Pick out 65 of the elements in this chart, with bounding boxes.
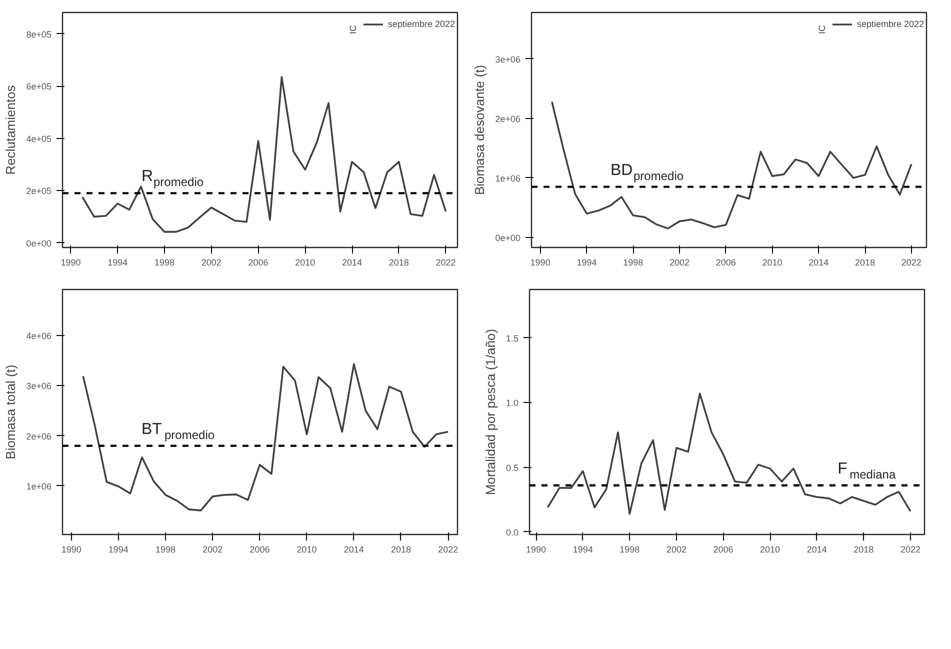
- legend-label: septiembre 2022: [388, 19, 455, 29]
- x-tick-label: 1994: [108, 544, 128, 554]
- x-tick-label: 2022: [438, 544, 458, 554]
- x-tick-label: 2014: [808, 258, 829, 268]
- x-tick-label: 2006: [716, 258, 736, 268]
- y-tick-label: 1.5: [506, 333, 519, 344]
- x-tick-label: 2002: [202, 544, 223, 554]
- line-series: [82, 363, 449, 512]
- y-tick-label: 1e+06: [495, 173, 521, 184]
- y-tick-label: 3e+06: [495, 54, 521, 64]
- y-tick-label: 8e+05: [26, 29, 52, 40]
- y-axis-title: Biomasa desovante (t): [472, 64, 488, 196]
- y-tick-label: 4e+05: [26, 134, 52, 144]
- y-tick-label: 4e+06: [26, 331, 52, 342]
- x-tick-label: 1998: [154, 258, 174, 268]
- y-axis-title: Mortalidad por pesca (1/año): [482, 328, 498, 496]
- legend-title: IC: [348, 24, 358, 34]
- x-tick-label: 2018: [390, 544, 412, 554]
- y-tick-label: 2e+06: [495, 114, 521, 124]
- x-tick-label: 2014: [344, 544, 364, 554]
- line-series: [82, 76, 447, 233]
- x-tick-label: 1994: [108, 258, 128, 268]
- x-tick-label: 2022: [436, 258, 456, 268]
- y-tick-label: 0.5: [506, 462, 519, 473]
- x-tick-label: 1998: [156, 544, 176, 554]
- x-tick-label: 2002: [201, 258, 222, 268]
- x-tick-label: 1990: [60, 258, 81, 268]
- y-tick-label: 0e+00: [495, 232, 521, 243]
- line-series: [551, 100, 912, 230]
- x-tick-label: 2006: [248, 258, 268, 268]
- x-tick-label: 1994: [576, 258, 597, 268]
- y-axis-title: Reclutamientos: [3, 84, 18, 175]
- y-tick-label: 6e+05: [26, 82, 52, 92]
- legend-label: septiembre 2022: [856, 19, 924, 29]
- x-tick-label: 1990: [530, 258, 550, 268]
- y-tick-label: 0.0: [506, 527, 519, 538]
- legend-title: IC: [816, 24, 827, 34]
- x-tick-label: 2010: [760, 544, 780, 554]
- x-tick-label: 2014: [342, 258, 362, 268]
- y-tick-label: 2e+05: [26, 186, 52, 196]
- y-axis-title: Biomasa total (t): [3, 364, 18, 460]
- y-tick-label: 1.0: [506, 398, 519, 408]
- x-tick-label: 2022: [900, 544, 920, 554]
- x-tick-label: 2006: [713, 544, 734, 554]
- x-tick-label: 2002: [669, 258, 690, 268]
- line-series: [546, 392, 912, 515]
- y-tick-label: 0e+00: [26, 238, 52, 248]
- x-tick-label: 2002: [666, 544, 686, 554]
- x-tick-label: 2010: [762, 258, 782, 268]
- x-tick-label: 1998: [623, 258, 644, 268]
- x-tick-label: 2022: [901, 258, 922, 268]
- x-tick-label: 2006: [250, 544, 270, 554]
- x-tick-label: 2010: [295, 258, 316, 268]
- x-tick-label: 2018: [855, 258, 876, 268]
- x-tick-label: 2018: [388, 258, 409, 268]
- x-tick-label: 1990: [61, 544, 82, 554]
- x-tick-label: 1998: [620, 544, 640, 554]
- x-tick-label: 1990: [526, 544, 546, 554]
- x-tick-label: 1994: [572, 544, 593, 554]
- x-tick-label: 2014: [806, 544, 827, 554]
- x-tick-label: 2018: [854, 544, 874, 554]
- x-tick-label: 2010: [296, 544, 317, 554]
- y-tick-label: 3e+06: [26, 381, 52, 392]
- y-tick-label: 1e+06: [26, 481, 52, 492]
- y-tick-label: 2e+06: [26, 431, 52, 442]
